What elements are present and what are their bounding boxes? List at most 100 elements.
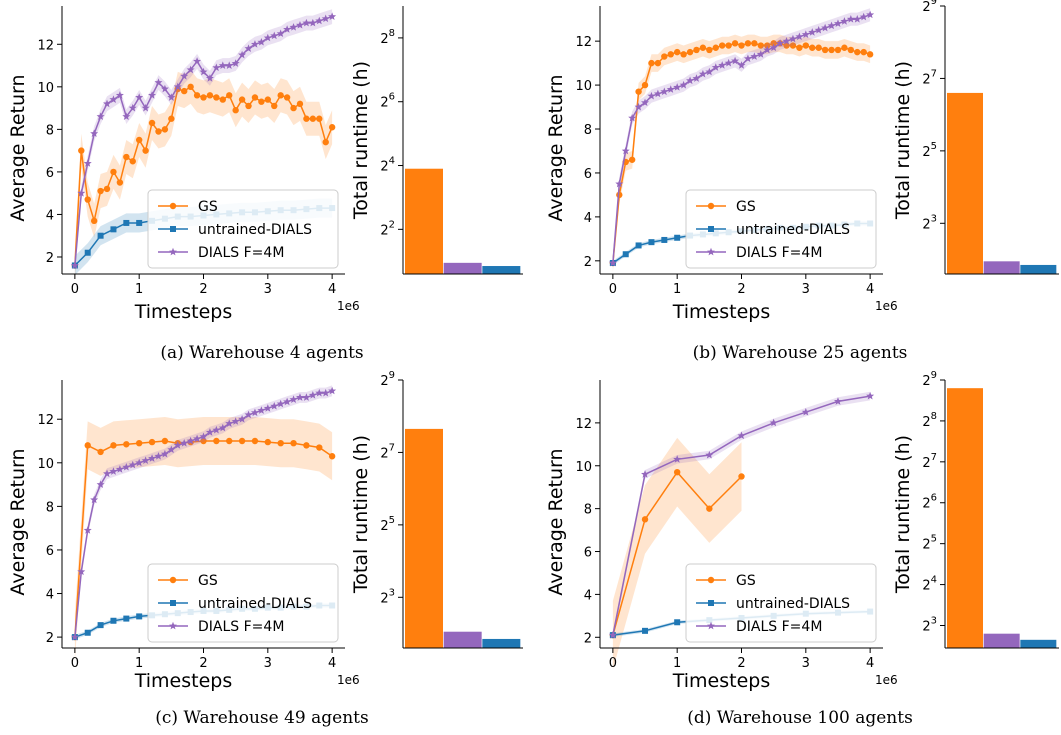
band-3	[612, 8, 871, 270]
data-point	[155, 128, 162, 135]
data-point	[103, 469, 112, 478]
data-point	[328, 12, 337, 21]
data-point	[833, 19, 842, 27]
runtime-bar	[443, 631, 482, 648]
data-point	[270, 401, 279, 410]
legend: GS untrained-DIALS DIALS F=4M	[147, 189, 339, 269]
data-point	[833, 397, 842, 405]
data-point	[295, 20, 304, 29]
data-point	[795, 32, 804, 41]
data-point	[218, 61, 227, 69]
legend-label: DIALS F=4M	[736, 619, 822, 635]
data-point	[123, 153, 130, 161]
data-point	[128, 460, 137, 469]
data-point	[244, 410, 253, 419]
legend-marker	[170, 226, 176, 232]
legend-marker	[169, 202, 177, 210]
bar-y-tick-label: 27	[922, 452, 937, 471]
data-point	[116, 179, 124, 186]
data-point	[251, 94, 259, 101]
x-multiplier: 1e6	[337, 299, 360, 313]
legend: GS untrained-DIALS DIALS F=4M	[685, 189, 877, 269]
data-point	[160, 84, 169, 93]
y-tick-label: 4	[46, 208, 54, 223]
bar-y-tick-label: 23	[380, 587, 395, 606]
legend-marker	[707, 576, 715, 584]
legend-label: untrained-DIALS	[198, 596, 312, 612]
data-point	[238, 437, 246, 445]
data-point	[788, 34, 797, 43]
bar-y-tick-label: 25	[922, 141, 937, 160]
data-point	[199, 432, 208, 441]
legend-label: DIALS F=4M	[198, 245, 284, 261]
runtime-bar	[405, 168, 443, 274]
y-tick-label: 12	[575, 35, 592, 50]
x-tick-label: 2	[199, 656, 207, 671]
data-point	[250, 408, 259, 417]
data-point	[238, 96, 246, 103]
data-point	[679, 80, 688, 89]
data-point	[809, 44, 816, 51]
bar-y-tick-label: 27	[922, 68, 937, 87]
data-point	[135, 439, 143, 447]
x-tick-label: 1	[673, 282, 681, 297]
data-point	[711, 63, 720, 71]
legend-label: untrained-DIALS	[736, 596, 850, 612]
legend-marker	[169, 247, 177, 256]
x-tick-label: 4	[866, 282, 874, 297]
x-multiplier: 1e6	[875, 673, 898, 687]
runtime-bar	[482, 266, 521, 274]
runtime-bar-chart: 23 24 25 26 27 28 29 Total runtime (h)	[892, 370, 1059, 649]
data-point	[718, 61, 727, 69]
data-point	[96, 480, 105, 488]
legend-label: GS	[736, 199, 756, 215]
data-point	[258, 98, 265, 105]
data-point	[231, 59, 240, 67]
data-point	[70, 261, 79, 269]
y-axis-label: Average Return	[545, 74, 567, 221]
data-point	[160, 449, 169, 458]
data-point	[648, 239, 655, 246]
data-point	[136, 613, 143, 620]
legend-marker	[169, 621, 177, 630]
data-point	[173, 82, 182, 91]
data-point	[213, 437, 220, 445]
data-point	[109, 95, 118, 103]
data-point	[142, 147, 149, 154]
data-point	[634, 102, 643, 111]
data-point	[97, 622, 104, 629]
bar-y-tick-label: 27	[380, 442, 395, 461]
x-tick-label: 1	[673, 656, 681, 671]
data-point	[173, 441, 182, 449]
data-point	[751, 40, 758, 47]
data-point	[136, 219, 143, 226]
data-point	[97, 448, 104, 456]
data-point	[693, 46, 700, 54]
data-point	[315, 388, 324, 397]
bar-y-tick-label: 28	[922, 411, 937, 430]
y-tick-label: 6	[584, 546, 592, 561]
bar-y-tick-label: 24	[380, 156, 395, 175]
data-point	[141, 103, 150, 112]
data-point	[296, 100, 304, 108]
data-point	[308, 18, 317, 27]
data-point	[276, 29, 285, 38]
data-point	[115, 91, 124, 99]
data-point	[129, 158, 136, 165]
data-point	[328, 124, 336, 131]
data-point	[251, 437, 259, 445]
y-tick-label: 2	[584, 255, 592, 270]
data-point	[77, 188, 86, 197]
data-point	[853, 14, 862, 23]
data-point	[161, 126, 169, 133]
data-point	[205, 428, 214, 436]
bar-y-tick-label: 23	[922, 615, 937, 634]
data-point	[608, 258, 617, 267]
x-tick-label: 1	[135, 282, 143, 297]
data-point	[731, 56, 740, 65]
data-point	[821, 23, 830, 32]
data-point	[141, 456, 150, 465]
x-axis-label: Timesteps	[672, 670, 771, 692]
